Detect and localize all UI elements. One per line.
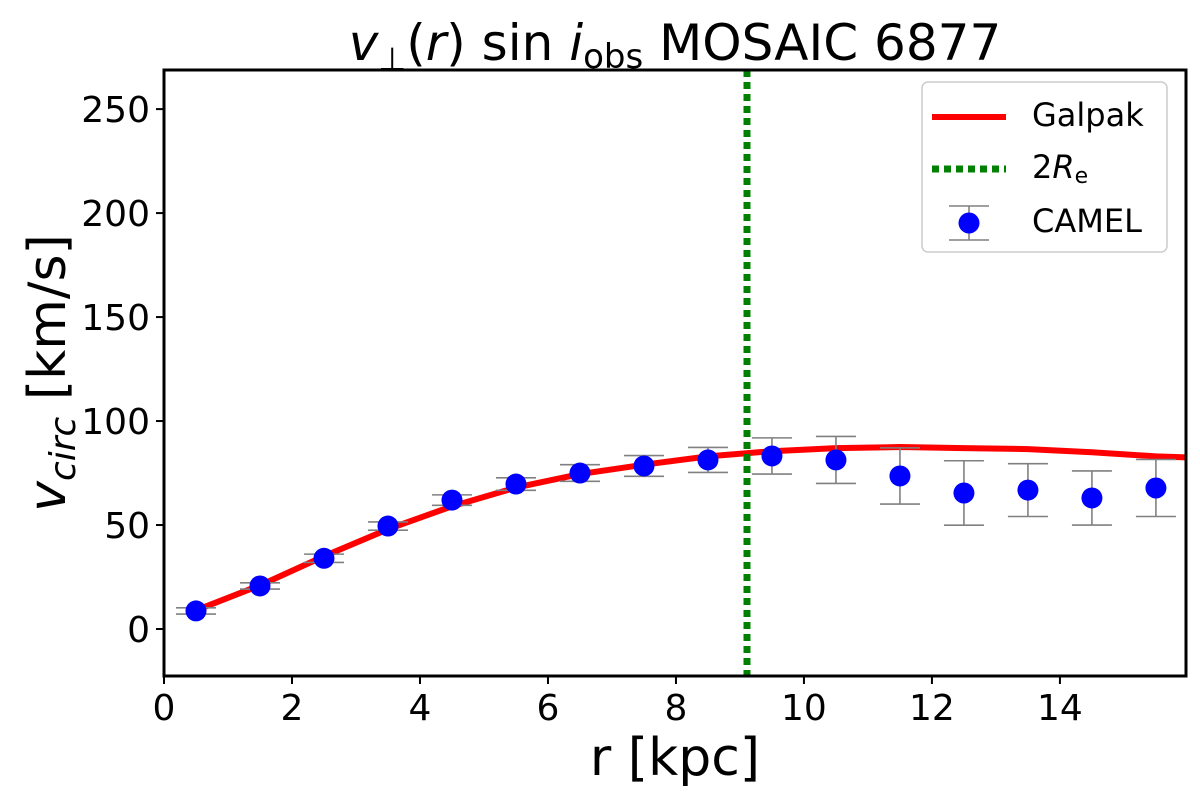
legend-handle	[958, 212, 980, 234]
data-point	[633, 455, 655, 477]
data-point	[1081, 487, 1103, 509]
galpak-line	[194, 444, 1187, 614]
data-point	[377, 515, 399, 537]
data-point	[825, 449, 847, 471]
data-point	[761, 445, 783, 467]
legend-label: CAMEL	[1032, 202, 1142, 240]
legend-box	[921, 81, 1168, 253]
data-point	[505, 473, 527, 495]
x-tick-label: 2	[281, 688, 304, 729]
legend-label-part: R	[1052, 148, 1074, 186]
y-tick-label: 150	[81, 298, 150, 339]
data-point	[953, 482, 975, 504]
y-label-part: v	[18, 480, 78, 512]
y-axis-label: vcirc [km/s]	[18, 234, 84, 512]
x-tick-label: 10	[781, 688, 827, 729]
title-part: i	[569, 14, 583, 72]
x-axis-label: r [kpc]	[590, 728, 760, 788]
y-label-part: circ	[43, 416, 84, 481]
data-point	[1145, 477, 1167, 499]
legend-label: Galpak	[1032, 96, 1144, 134]
title-part: r	[426, 14, 450, 72]
legend-label: 2Re	[1032, 148, 1088, 189]
data-point	[1017, 479, 1039, 501]
data-point	[697, 449, 719, 471]
x-tick-label: 12	[909, 688, 955, 729]
legend-label-part: e	[1075, 164, 1089, 189]
title-part: (	[406, 14, 426, 72]
data-point	[249, 575, 271, 597]
y-tick-label: 0	[127, 610, 150, 651]
x-tick-label: 8	[665, 688, 688, 729]
y-tick-label: 200	[81, 194, 150, 235]
legend-label-part: 2	[1032, 148, 1052, 186]
y-tick-label: 50	[104, 506, 150, 547]
x-tick-label: 6	[537, 688, 560, 729]
chart-title: v⊥(r) sin iobs MOSAIC 6877	[349, 14, 1002, 78]
title-part: MOSAIC 6877	[643, 14, 1001, 72]
title-part: ⊥	[378, 40, 406, 78]
data-point	[889, 465, 911, 487]
data-point	[441, 489, 463, 511]
data-point	[569, 462, 591, 484]
x-tick-label: 14	[1037, 688, 1083, 729]
x-tick-label: 4	[409, 688, 432, 729]
plot-area	[175, 70, 1187, 676]
y-tick-label: 250	[81, 90, 150, 131]
title-part: ) sin	[446, 14, 569, 72]
y-label-part: [km/s]	[18, 234, 78, 416]
title-part: v	[349, 14, 380, 72]
y-tick-label: 100	[81, 402, 150, 443]
data-point	[185, 600, 207, 622]
x-tick-label: 0	[153, 688, 176, 729]
data-point	[313, 547, 335, 569]
legend: Galpak 2Re CAMEL	[921, 81, 1168, 253]
